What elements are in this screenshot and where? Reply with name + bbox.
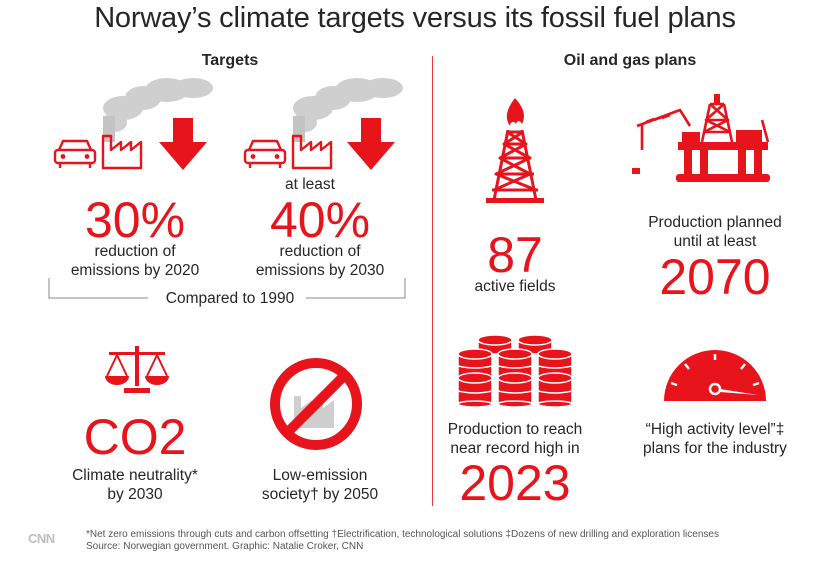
footnote: *Net zero emissions through cuts and car…	[86, 529, 719, 540]
page-title: Norway’s climate targets versus its foss…	[94, 2, 736, 34]
factory-icon	[291, 134, 333, 170]
barrels-icon	[457, 334, 573, 408]
car-icon	[243, 139, 287, 168]
baseline-bracket	[48, 278, 406, 299]
fields-value: 87	[487, 227, 543, 283]
plans-heading: Oil and gas plans	[563, 52, 697, 69]
source-credit: Source: Norwegian government. Graphic: N…	[86, 541, 364, 552]
target-2030-label-2: emissions by 2030	[255, 262, 385, 279]
fields-label: active fields	[474, 278, 556, 295]
low-emission-label-1: Low-emission	[272, 467, 368, 484]
neutrality-label-1: Climate neutrality*	[72, 467, 198, 484]
smoke-icon	[293, 78, 403, 142]
target-2020-label-1: reduction of	[94, 243, 176, 260]
car-icon	[53, 139, 97, 168]
baseline-label: Compared to 1990	[165, 290, 295, 307]
down-arrow-icon	[159, 118, 207, 170]
record-value: 2023	[459, 455, 571, 511]
activity-label-2: plans for the industry	[643, 440, 787, 457]
down-arrow-icon	[347, 118, 395, 170]
neutrality-label-2: by 2030	[107, 486, 163, 503]
target-2030-label-1: reduction of	[279, 243, 361, 260]
record-label-2: near record high in	[450, 440, 580, 457]
no-factory-icon	[270, 358, 362, 450]
cnn-logo: CNN	[28, 531, 55, 546]
target-2020-label-2: emissions by 2020	[70, 262, 200, 279]
activity-label-1: “High activity level”‡	[645, 421, 785, 438]
offshore-rig-icon	[632, 94, 770, 182]
low-emission-label-2: society† by 2050	[261, 486, 379, 503]
target-2020-value: 30%	[84, 192, 186, 248]
smoke-icon	[103, 78, 213, 142]
record-label-1: Production to reach	[447, 421, 583, 438]
section-divider	[432, 56, 433, 506]
target-2030-value: 40%	[269, 192, 371, 248]
scales-icon	[105, 346, 169, 393]
production-until-label-1: Production planned	[648, 214, 782, 231]
production-until-value: 2070	[659, 249, 771, 305]
factory-icon	[101, 134, 143, 170]
gauge-icon	[664, 350, 766, 401]
targets-heading: Targets	[201, 52, 259, 69]
neutrality-value: CO2	[83, 409, 187, 465]
target-2030-prefix: at least	[285, 176, 335, 193]
production-until-label-2: until at least	[673, 233, 757, 250]
oil-derrick-icon	[486, 98, 544, 203]
